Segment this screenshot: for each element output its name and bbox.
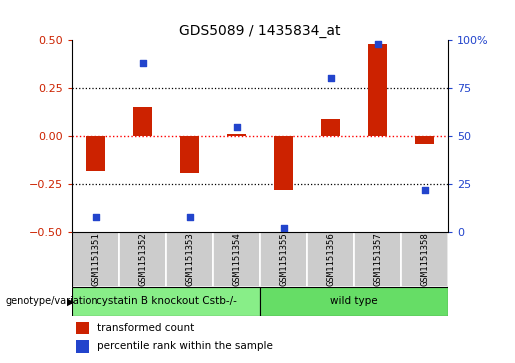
Bar: [401, 232, 448, 287]
Bar: [86, 136, 105, 171]
Text: percentile rank within the sample: percentile rank within the sample: [96, 342, 272, 351]
Point: [232, 123, 241, 129]
Text: GSM1151351: GSM1151351: [91, 233, 100, 286]
Bar: [133, 107, 152, 136]
Text: genotype/variation: genotype/variation: [5, 296, 98, 306]
Point: [139, 60, 147, 66]
Bar: [166, 232, 213, 287]
Bar: [321, 119, 340, 136]
Bar: [274, 136, 293, 190]
Text: transformed count: transformed count: [96, 323, 194, 333]
Bar: [368, 44, 387, 136]
Text: GSM1151358: GSM1151358: [420, 233, 429, 286]
Point: [327, 76, 335, 81]
Bar: [260, 287, 448, 316]
Point: [373, 41, 382, 47]
Text: GSM1151353: GSM1151353: [185, 233, 194, 286]
Bar: [119, 232, 166, 287]
Text: GSM1151355: GSM1151355: [279, 233, 288, 286]
Point: [92, 214, 100, 220]
Bar: [227, 134, 246, 136]
Bar: [415, 136, 434, 144]
Bar: [72, 287, 260, 316]
Text: ▶: ▶: [67, 296, 75, 306]
Bar: [354, 232, 401, 287]
Point: [185, 214, 194, 220]
Text: GSM1151356: GSM1151356: [326, 233, 335, 286]
Title: GDS5089 / 1435834_at: GDS5089 / 1435834_at: [179, 24, 341, 37]
Point: [280, 225, 288, 231]
Bar: [307, 232, 354, 287]
Text: wild type: wild type: [330, 296, 378, 306]
Bar: [213, 232, 260, 287]
Text: GSM1151357: GSM1151357: [373, 233, 382, 286]
Text: GSM1151354: GSM1151354: [232, 233, 241, 286]
Text: GSM1151352: GSM1151352: [138, 233, 147, 286]
Point: [420, 187, 428, 193]
Text: cystatin B knockout Cstb-/-: cystatin B knockout Cstb-/-: [96, 296, 236, 306]
Bar: [76, 340, 89, 352]
Bar: [76, 322, 89, 334]
Bar: [180, 136, 199, 173]
Bar: [72, 232, 119, 287]
Bar: [260, 232, 307, 287]
